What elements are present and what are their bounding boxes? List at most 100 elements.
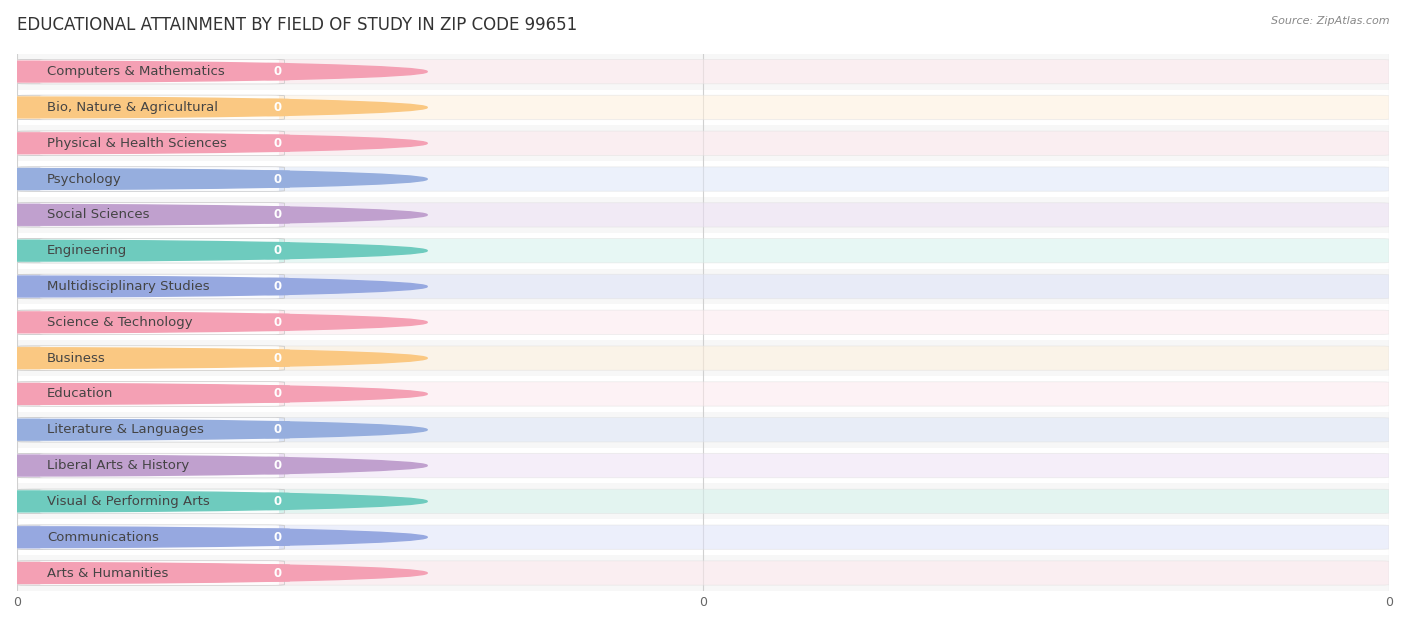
Bar [17, 233, 1389, 269]
Circle shape [0, 169, 427, 190]
Text: Physical & Health Sciences: Physical & Health Sciences [46, 137, 226, 150]
Text: Engineering: Engineering [46, 244, 128, 257]
Text: Communications: Communications [46, 531, 159, 544]
FancyBboxPatch shape [17, 453, 1389, 478]
Bar [17, 161, 1389, 197]
Bar [17, 305, 1389, 340]
FancyBboxPatch shape [41, 561, 278, 585]
Text: Literature & Languages: Literature & Languages [46, 423, 204, 436]
Bar [17, 483, 1389, 520]
Text: EDUCATIONAL ATTAINMENT BY FIELD OF STUDY IN ZIP CODE 99651: EDUCATIONAL ATTAINMENT BY FIELD OF STUDY… [17, 16, 576, 33]
Circle shape [0, 348, 427, 368]
FancyBboxPatch shape [41, 203, 278, 227]
Text: Computers & Mathematics: Computers & Mathematics [46, 65, 225, 78]
FancyBboxPatch shape [17, 238, 1389, 263]
Bar [17, 125, 1389, 161]
Text: 0: 0 [274, 209, 281, 221]
FancyBboxPatch shape [266, 135, 290, 152]
FancyBboxPatch shape [41, 454, 278, 478]
FancyBboxPatch shape [41, 131, 278, 155]
FancyBboxPatch shape [266, 385, 290, 403]
FancyBboxPatch shape [17, 167, 1389, 191]
FancyBboxPatch shape [17, 489, 1389, 514]
Text: Arts & Humanities: Arts & Humanities [46, 566, 169, 580]
Text: 0: 0 [274, 137, 281, 150]
Bar [17, 90, 1389, 125]
Bar [17, 447, 1389, 483]
FancyBboxPatch shape [17, 382, 284, 406]
FancyBboxPatch shape [17, 310, 284, 334]
FancyBboxPatch shape [17, 131, 284, 155]
Text: 0: 0 [274, 495, 281, 508]
FancyBboxPatch shape [266, 170, 290, 188]
Text: 0: 0 [274, 280, 281, 293]
FancyBboxPatch shape [41, 239, 278, 263]
FancyBboxPatch shape [17, 453, 284, 478]
Text: 0: 0 [274, 351, 281, 365]
FancyBboxPatch shape [41, 489, 278, 513]
FancyBboxPatch shape [41, 382, 278, 406]
Bar [17, 340, 1389, 376]
Text: 0: 0 [274, 244, 281, 257]
FancyBboxPatch shape [17, 131, 1389, 155]
FancyBboxPatch shape [17, 167, 284, 191]
FancyBboxPatch shape [266, 206, 290, 224]
FancyBboxPatch shape [17, 525, 1389, 549]
FancyBboxPatch shape [41, 525, 278, 549]
FancyBboxPatch shape [17, 274, 284, 299]
Circle shape [0, 562, 427, 583]
Circle shape [0, 133, 427, 154]
FancyBboxPatch shape [41, 310, 278, 334]
Text: 0: 0 [274, 531, 281, 544]
Text: 0: 0 [274, 566, 281, 580]
Text: 0: 0 [274, 101, 281, 114]
Circle shape [0, 97, 427, 118]
Bar [17, 412, 1389, 447]
Text: Multidisciplinary Studies: Multidisciplinary Studies [46, 280, 209, 293]
FancyBboxPatch shape [266, 528, 290, 546]
Text: 0: 0 [274, 173, 281, 186]
Bar [17, 269, 1389, 305]
FancyBboxPatch shape [266, 313, 290, 331]
Circle shape [0, 312, 427, 332]
FancyBboxPatch shape [17, 95, 284, 119]
FancyBboxPatch shape [41, 95, 278, 119]
Circle shape [0, 491, 427, 512]
Text: Social Sciences: Social Sciences [46, 209, 149, 221]
FancyBboxPatch shape [41, 346, 278, 370]
FancyBboxPatch shape [17, 203, 1389, 227]
FancyBboxPatch shape [266, 349, 290, 367]
Circle shape [0, 61, 427, 82]
FancyBboxPatch shape [17, 346, 1389, 370]
Text: Source: ZipAtlas.com: Source: ZipAtlas.com [1271, 16, 1389, 26]
FancyBboxPatch shape [266, 492, 290, 510]
FancyBboxPatch shape [266, 277, 290, 295]
FancyBboxPatch shape [266, 421, 290, 439]
Text: Business: Business [46, 351, 105, 365]
FancyBboxPatch shape [17, 418, 284, 442]
Text: Science & Technology: Science & Technology [46, 316, 193, 329]
FancyBboxPatch shape [266, 564, 290, 582]
FancyBboxPatch shape [17, 346, 284, 370]
Text: Psychology: Psychology [46, 173, 122, 186]
FancyBboxPatch shape [266, 457, 290, 475]
Bar [17, 520, 1389, 555]
FancyBboxPatch shape [41, 274, 278, 298]
Circle shape [0, 384, 427, 404]
Bar [17, 197, 1389, 233]
Text: Liberal Arts & History: Liberal Arts & History [46, 459, 190, 472]
FancyBboxPatch shape [266, 63, 290, 80]
Text: 0: 0 [274, 459, 281, 472]
FancyBboxPatch shape [17, 489, 284, 514]
FancyBboxPatch shape [17, 274, 1389, 299]
Bar [17, 555, 1389, 591]
Bar [17, 376, 1389, 412]
Circle shape [0, 455, 427, 476]
FancyBboxPatch shape [17, 203, 284, 227]
FancyBboxPatch shape [41, 167, 278, 191]
FancyBboxPatch shape [266, 242, 290, 260]
Text: 0: 0 [274, 387, 281, 401]
FancyBboxPatch shape [41, 59, 278, 83]
FancyBboxPatch shape [17, 310, 1389, 334]
Bar [17, 54, 1389, 90]
